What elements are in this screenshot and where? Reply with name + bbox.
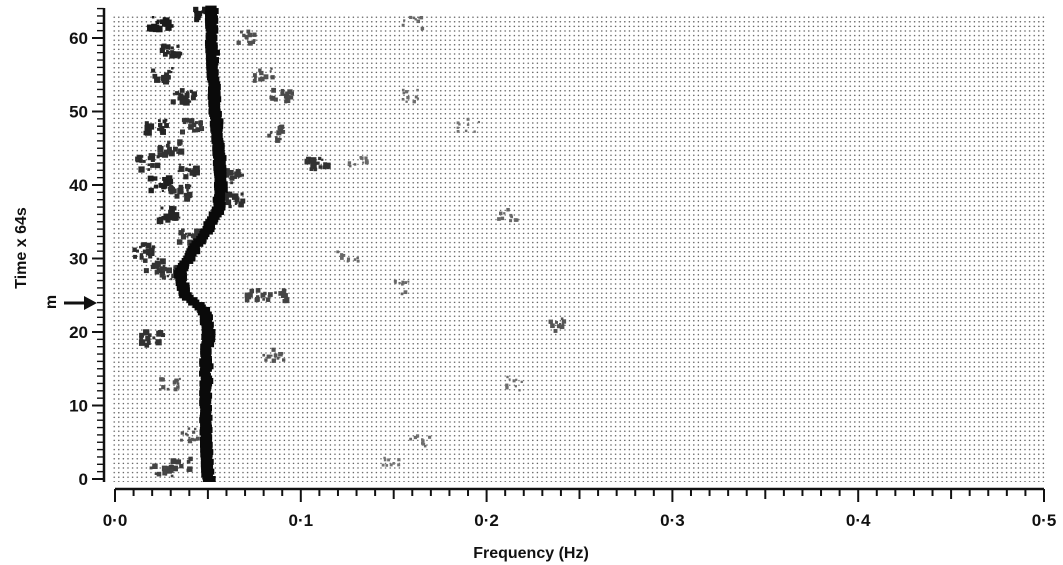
y-tick-label: 60 — [69, 29, 88, 48]
intensity-blob — [147, 175, 175, 194]
intensity-blob — [166, 456, 193, 474]
annotation-label: m — [43, 295, 60, 309]
intensity-blob — [252, 67, 275, 83]
x-tick-label: 0·5 — [1032, 511, 1057, 530]
intensity-blob — [177, 163, 200, 180]
intensity-blob — [304, 156, 331, 172]
intensity-blob — [180, 427, 200, 444]
x-tick-label: 0·3 — [660, 511, 685, 530]
intensity-blob — [456, 117, 481, 133]
intensity-blob — [269, 87, 295, 104]
intensity-blob — [149, 463, 174, 478]
annotation-marker: m — [43, 295, 97, 310]
intensity-blob — [347, 156, 369, 168]
intensity-blob — [138, 329, 166, 348]
x-tick-label: 0·0 — [103, 511, 128, 530]
y-axis-title: Time x 64s — [13, 207, 30, 289]
intensity-blob — [158, 377, 181, 392]
intensity-blob — [497, 207, 519, 223]
intensity-blob — [393, 279, 410, 296]
x-tick-label: 0·2 — [474, 511, 499, 530]
intensity-blob — [265, 288, 290, 304]
y-axis-ticks: 0 10 20 30 40 50 60 — [69, 7, 104, 489]
intensity-blob — [236, 29, 257, 46]
intensity-blob — [168, 183, 193, 202]
intensity-blob — [132, 242, 156, 260]
dot-field — [113, 15, 1047, 482]
intensity-blob — [548, 317, 567, 333]
intensity-blob — [135, 153, 161, 173]
spectral-ridge — [174, 5, 228, 482]
annotation-arrow-head — [84, 296, 97, 310]
intensity-blob — [221, 168, 244, 187]
x-axis-ticks: 0·0 0·1 0·2 0·3 0·4 0·5 — [103, 489, 1057, 530]
y-tick-label: 20 — [69, 323, 88, 342]
intensity-blob — [401, 15, 425, 31]
y-tick-label: 0 — [79, 470, 88, 489]
intensity-blob — [143, 118, 169, 136]
x-axis-title: Frequency (Hz) — [473, 545, 589, 562]
intensity-blob — [179, 117, 205, 135]
intensity-blob — [159, 43, 183, 59]
y-tick-label: 50 — [69, 103, 88, 122]
intensity-blob — [381, 456, 401, 467]
y-tick-label: 40 — [69, 176, 88, 195]
intensity-blob — [170, 88, 198, 106]
intensity-blob — [336, 250, 360, 263]
x-tick-label: 0·1 — [289, 511, 314, 530]
intensity-blob — [244, 288, 267, 303]
intensity-blob — [147, 16, 174, 33]
ridge-cell — [205, 5, 217, 12]
x-tick-label: 0·4 — [846, 511, 871, 530]
y-tick-label: 30 — [69, 250, 88, 269]
background-dot-grid — [113, 15, 1047, 482]
intensity-blob — [151, 67, 174, 85]
intensity-blob — [505, 375, 523, 392]
spectral-intensity-marks — [132, 6, 567, 478]
intensity-blob — [156, 205, 181, 225]
intensity-blob — [157, 139, 185, 158]
y-tick-label: 10 — [69, 397, 88, 416]
intensity-blob — [409, 434, 432, 448]
intensity-blob — [401, 88, 420, 104]
intensity-blob — [267, 124, 286, 143]
intensity-blob — [262, 347, 286, 363]
